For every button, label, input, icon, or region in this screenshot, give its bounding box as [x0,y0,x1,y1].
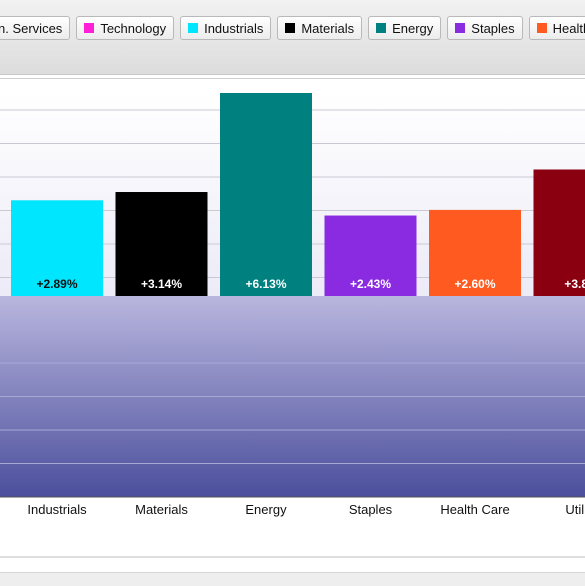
x-tick-label: Utiliti [565,502,585,517]
x-tick-label: Materials [135,502,188,517]
legend-label: Materials [301,21,354,36]
legend-swatch [537,23,547,33]
legend-label: Staples [471,21,514,36]
legend-label: Industrials [204,21,263,36]
legend-swatch [188,23,198,33]
legend-label: Energy [392,21,433,36]
bar-value-label: +2.89% [36,277,77,291]
footer-strip [0,572,585,586]
legend: n. Services Technology Industrials Material… [0,16,585,40]
bar-value-label: +3.14% [141,277,182,291]
legend-swatch [455,23,465,33]
legend-label: Health [553,21,585,36]
legend-item[interactable]: Staples [447,16,522,40]
legend-label: n. Services [0,21,62,36]
chart-area: +2.89% Industrials +3.14% Materials +6.13% En… [0,78,585,559]
x-tick-label: Industrials [27,502,87,517]
legend-item[interactable]: Industrials [180,16,271,40]
legend-item[interactable]: Materials [277,16,362,40]
legend-label: Technology [100,21,166,36]
bar-chart: +2.89% Industrials +3.14% Materials +6.13% En… [0,79,585,559]
x-tick-label: Health Care [440,502,509,517]
bar-value-label: +6.13% [245,277,286,291]
x-tick-label: Staples [349,502,393,517]
legend-swatch [285,23,295,33]
bar [220,93,312,296]
legend-bar: n. Services Technology Industrials Material… [0,0,585,75]
legend-swatch [376,23,386,33]
x-tick-label: Energy [245,502,287,517]
bar-value-label: +2.43% [350,277,391,291]
legend-item[interactable]: Health [529,16,585,40]
bar-value-label: +2.60% [454,277,495,291]
bar-value-label: +3.82 [564,277,585,291]
legend-swatch [84,23,94,33]
legend-item[interactable]: Energy [368,16,441,40]
legend-item[interactable]: n. Services [0,16,70,40]
legend-item[interactable]: Technology [76,16,174,40]
